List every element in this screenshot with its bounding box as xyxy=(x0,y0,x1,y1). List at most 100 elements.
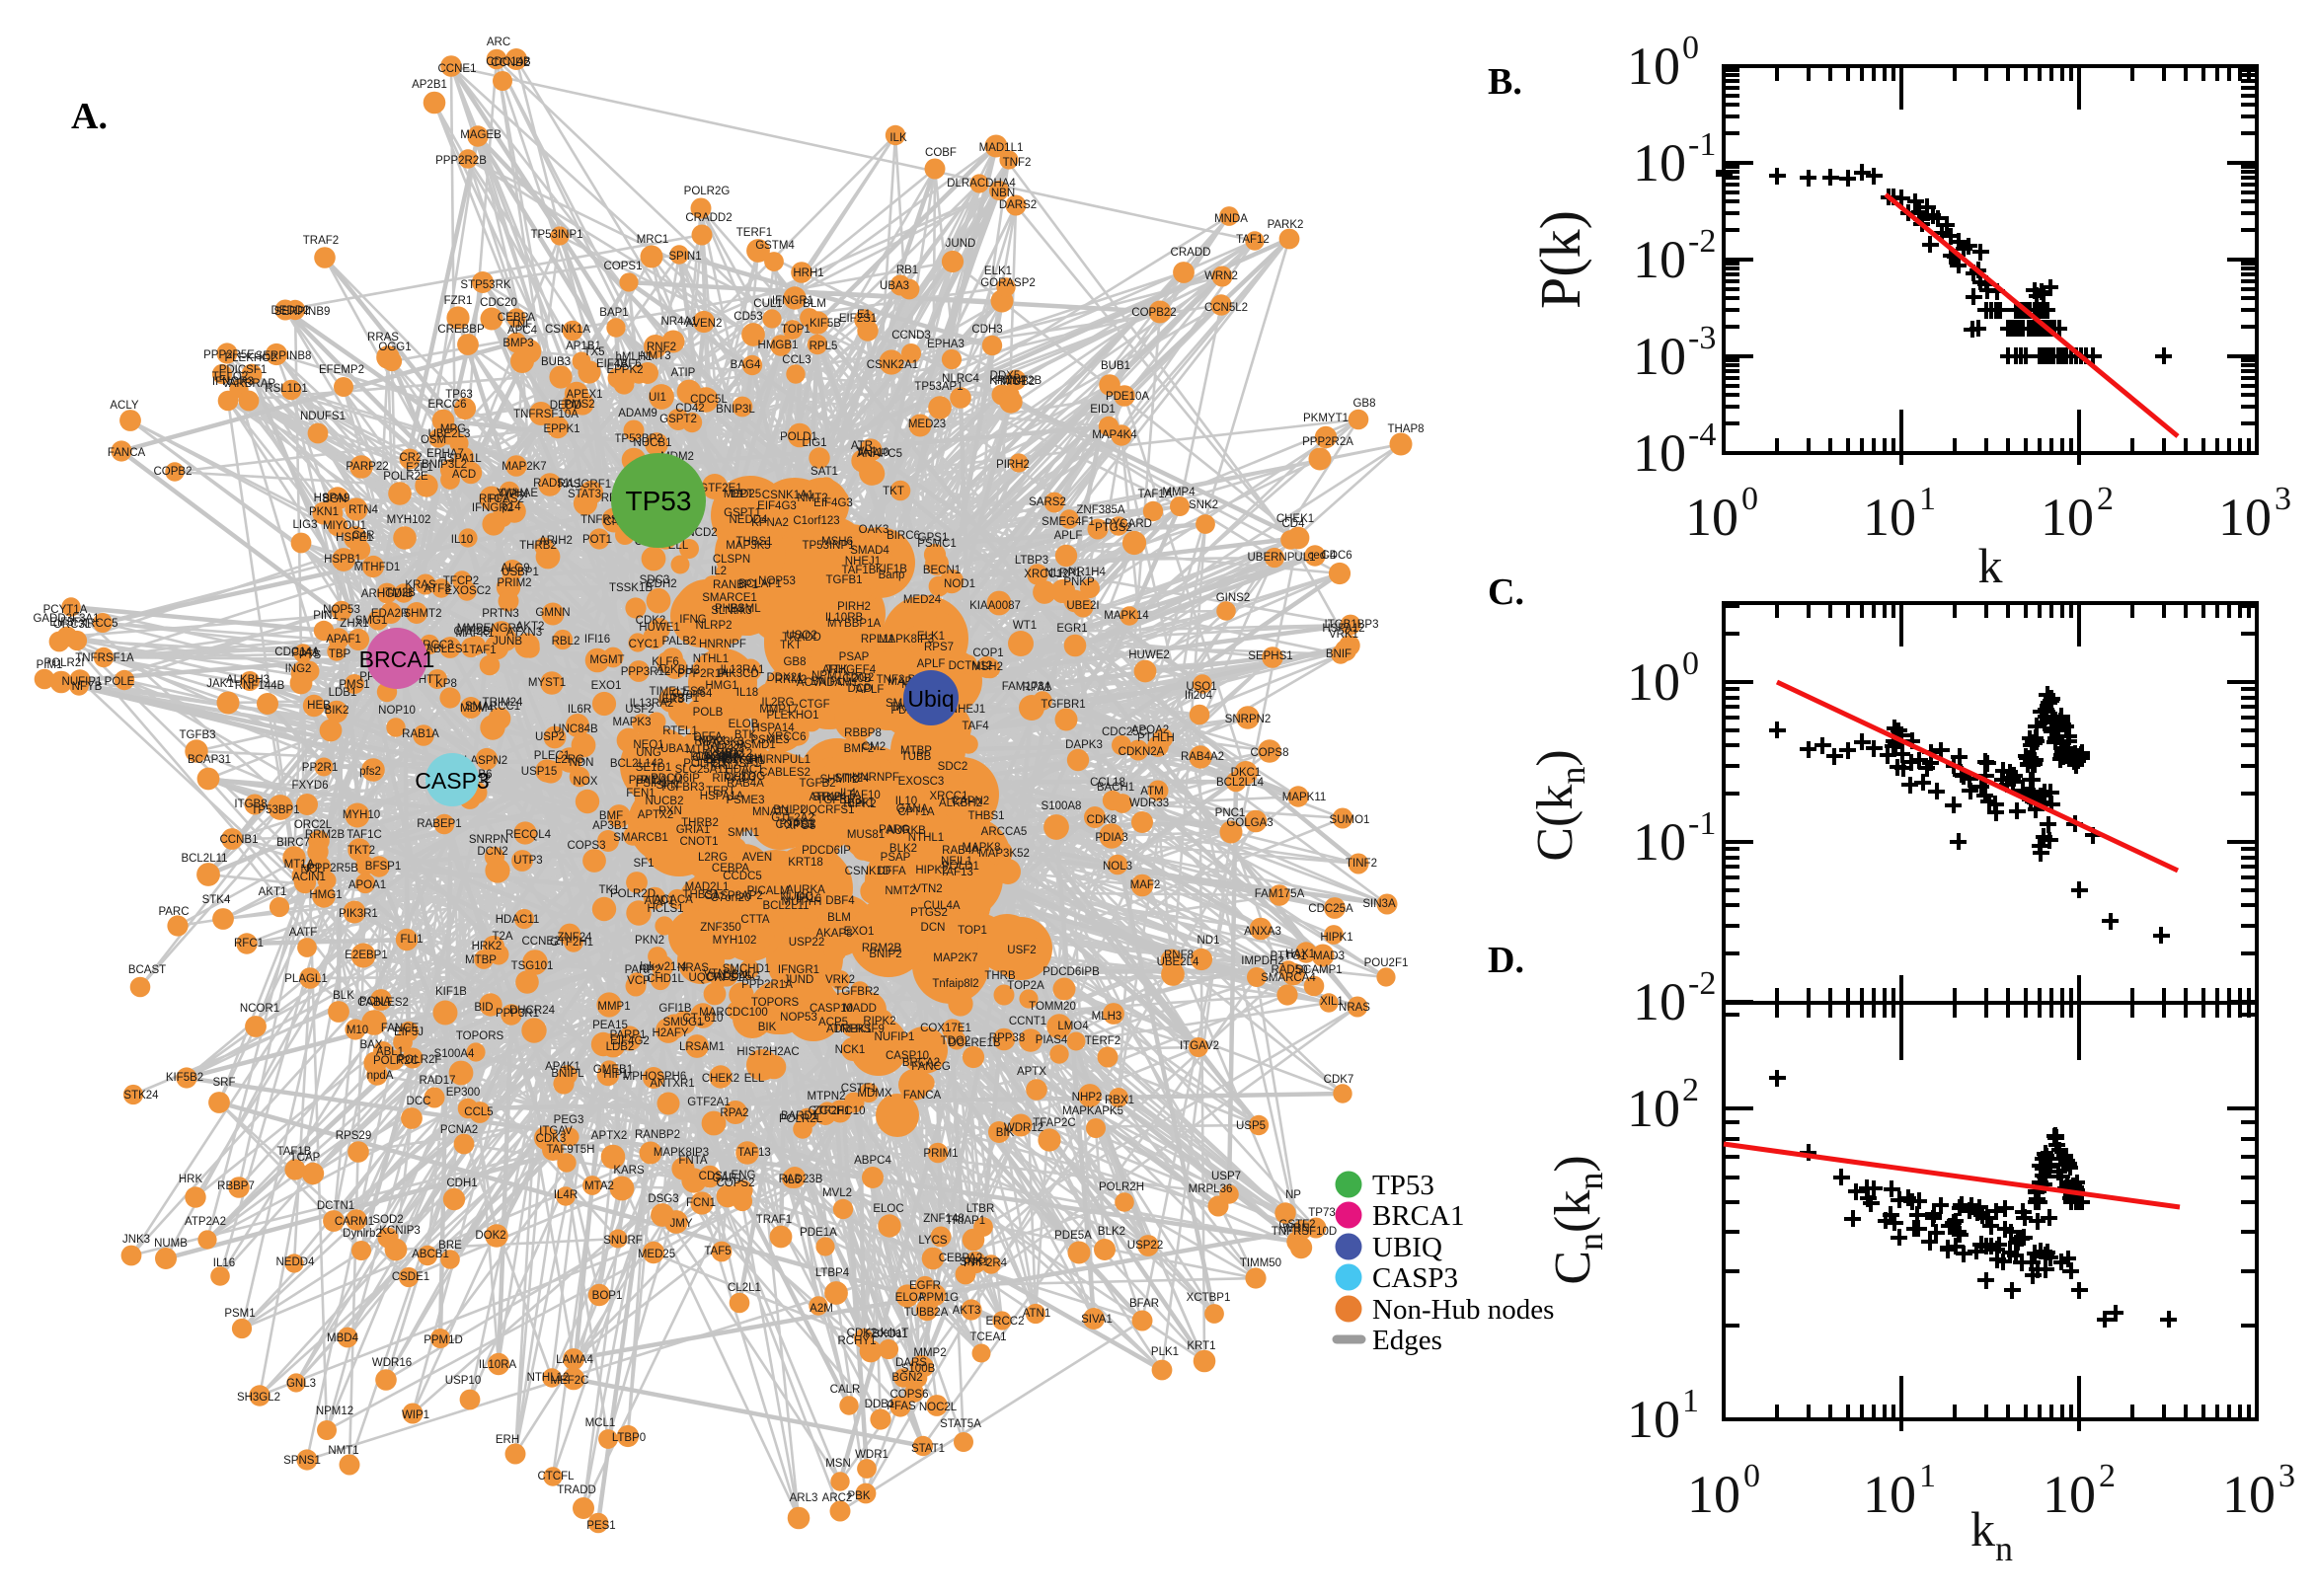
svg-text:MAF2: MAF2 xyxy=(1130,879,1161,891)
svg-text:STAT5A: STAT5A xyxy=(940,1418,981,1430)
svg-text:CDK2: CDK2 xyxy=(636,615,666,627)
svg-text:CUL1: CUL1 xyxy=(753,298,782,310)
svg-text:WRN2: WRN2 xyxy=(1204,270,1238,282)
svg-text:SNURF: SNURF xyxy=(603,1235,643,1247)
svg-text:RTEL1: RTEL1 xyxy=(662,725,698,737)
svg-text:BMP3: BMP3 xyxy=(502,338,533,349)
svg-text:BECN1: BECN1 xyxy=(923,565,961,576)
svg-text:RBBP7: RBBP7 xyxy=(217,1180,255,1192)
svg-text:TNF2: TNF2 xyxy=(1003,157,1032,169)
svg-text:ERH: ERH xyxy=(496,1434,519,1446)
svg-text:CSNK1A1: CSNK1A1 xyxy=(762,490,813,501)
svg-text:MSH6: MSH6 xyxy=(821,536,853,548)
svg-text:PDIA3: PDIA3 xyxy=(1095,832,1127,844)
svg-text:OAK3: OAK3 xyxy=(859,524,889,536)
svg-text:IL10RA: IL10RA xyxy=(479,1359,517,1371)
svg-text:LRSAM1: LRSAM1 xyxy=(679,1041,725,1053)
svg-text:TSSK1B: TSSK1B xyxy=(609,582,653,594)
svg-text:USF2: USF2 xyxy=(625,704,654,716)
svg-text:HNRNPF: HNRNPF xyxy=(699,639,746,650)
svg-text:CHEK1: CHEK1 xyxy=(1276,513,1314,525)
svg-text:WDR16: WDR16 xyxy=(372,1357,412,1369)
svg-text:NR1H4: NR1H4 xyxy=(1068,567,1106,578)
svg-text:USP22: USP22 xyxy=(789,937,824,949)
svg-text:CCL5: CCL5 xyxy=(464,1106,493,1118)
svg-text:RFC2: RFC2 xyxy=(479,494,508,505)
svg-text:BACH1: BACH1 xyxy=(1097,782,1134,794)
svg-text:USO1: USO1 xyxy=(1186,681,1216,693)
svg-text:BCL2L11: BCL2L11 xyxy=(181,853,227,865)
svg-text:SF1: SF1 xyxy=(633,858,654,870)
svg-text:RBL2: RBL2 xyxy=(552,636,580,647)
svg-text:NEIL1: NEIL1 xyxy=(941,856,972,868)
svg-text:FAM173A: FAM173A xyxy=(1002,681,1052,693)
svg-text:hMLH1: hMLH1 xyxy=(615,351,652,363)
svg-text:CM2: CM2 xyxy=(862,741,886,753)
svg-text:A.: A. xyxy=(71,96,108,137)
svg-text:MAP2K7: MAP2K7 xyxy=(502,461,546,473)
svg-text:YWHAE: YWHAE xyxy=(497,488,539,499)
svg-text:ATN1: ATN1 xyxy=(1023,1308,1051,1320)
svg-text:EPPK1: EPPK1 xyxy=(543,423,579,435)
svg-text:RBX1: RBX1 xyxy=(1105,1095,1134,1106)
svg-text:POU2F1: POU2F1 xyxy=(1364,957,1409,969)
svg-text:WNT2B: WNT2B xyxy=(1002,375,1042,387)
svg-text:PJA1: PJA1 xyxy=(291,647,319,659)
svg-text:RPS7: RPS7 xyxy=(924,642,954,653)
svg-text:AURKB: AURKB xyxy=(887,825,926,837)
svg-text:NRAS: NRAS xyxy=(677,962,709,974)
svg-text:BNIF: BNIF xyxy=(1326,648,1351,660)
svg-text:BGN2: BGN2 xyxy=(891,1372,922,1384)
svg-text:C4R: C4R xyxy=(351,530,374,542)
svg-text:XCTBP1: XCTBP1 xyxy=(1187,1292,1231,1304)
svg-text:PRKCH: PRKCH xyxy=(723,753,762,765)
svg-text:ELOA: ELOA xyxy=(895,1292,926,1304)
svg-text:MYH10: MYH10 xyxy=(343,809,380,821)
svg-text:NTHL1: NTHL1 xyxy=(908,832,944,844)
svg-text:k: k xyxy=(1978,538,2003,593)
svg-text:NPM12: NPM12 xyxy=(316,1406,353,1417)
svg-text:NOD1: NOD1 xyxy=(944,578,975,590)
svg-text:JUNB: JUNB xyxy=(493,636,522,647)
svg-text:TIMM50: TIMM50 xyxy=(1240,1257,1281,1269)
svg-text:MMPENGR2: MMPENGR2 xyxy=(457,623,522,635)
svg-text:BFSP1: BFSP1 xyxy=(365,861,401,873)
svg-text:USBP1: USBP1 xyxy=(502,567,539,578)
svg-text:HSPE1: HSPE1 xyxy=(336,532,373,544)
svg-text:PLAGL1: PLAGL1 xyxy=(284,973,327,985)
svg-text:NLRC4: NLRC4 xyxy=(942,373,979,385)
svg-text:MAPK8IP3: MAPK8IP3 xyxy=(654,1147,709,1159)
svg-text:KRT14: KRT14 xyxy=(989,375,1025,387)
svg-text:EGR1: EGR1 xyxy=(1056,623,1087,635)
svg-text:TNF2: TNF2 xyxy=(877,674,905,686)
svg-text:MLH3: MLH3 xyxy=(1092,1011,1122,1023)
svg-text:10: 10 xyxy=(2218,488,2272,547)
svg-text:KIF5B: KIF5B xyxy=(810,318,841,330)
svg-text:NCK1: NCK1 xyxy=(835,1044,866,1056)
svg-text:PALB2: PALB2 xyxy=(662,636,697,647)
svg-text:GADD3F3A1: GADD3F3A1 xyxy=(33,613,99,625)
svg-text:GTF2H1: GTF2H1 xyxy=(550,937,593,949)
svg-text:MYBBP1A: MYBBP1A xyxy=(827,618,882,630)
svg-text:ARCCA5: ARCCA5 xyxy=(981,826,1028,838)
svg-text:POLR2L: POLR2L xyxy=(779,1113,823,1125)
svg-text:HCLS1: HCLS1 xyxy=(647,903,683,915)
svg-text:CD4: CD4 xyxy=(1281,518,1305,530)
svg-text:THAP8: THAP8 xyxy=(1387,423,1424,435)
svg-text:PRIM2: PRIM2 xyxy=(497,577,531,589)
svg-text:BGN: BGN xyxy=(323,494,347,505)
svg-text:MADD: MADD xyxy=(843,1003,877,1015)
svg-text:KIF5B2: KIF5B2 xyxy=(166,1072,203,1084)
svg-text:CDK2deltaT: CDK2deltaT xyxy=(847,1328,909,1339)
svg-text:PMS1: PMS1 xyxy=(339,679,369,691)
svg-text:BCAST: BCAST xyxy=(128,964,166,976)
svg-text:CEBPA: CEBPA xyxy=(498,312,535,324)
svg-text:JMY: JMY xyxy=(670,1218,693,1230)
svg-text:HAX1: HAX1 xyxy=(1285,949,1315,960)
svg-text:RPP38: RPP38 xyxy=(989,1032,1025,1044)
svg-text:EIF3J: EIF3J xyxy=(394,1026,424,1038)
svg-text:IL13RA2: IL13RA2 xyxy=(630,698,674,710)
svg-text:TDG2: TDG2 xyxy=(941,1035,971,1047)
svg-text:TAF4: TAF4 xyxy=(962,721,989,732)
svg-text:FXYD6: FXYD6 xyxy=(291,780,328,792)
